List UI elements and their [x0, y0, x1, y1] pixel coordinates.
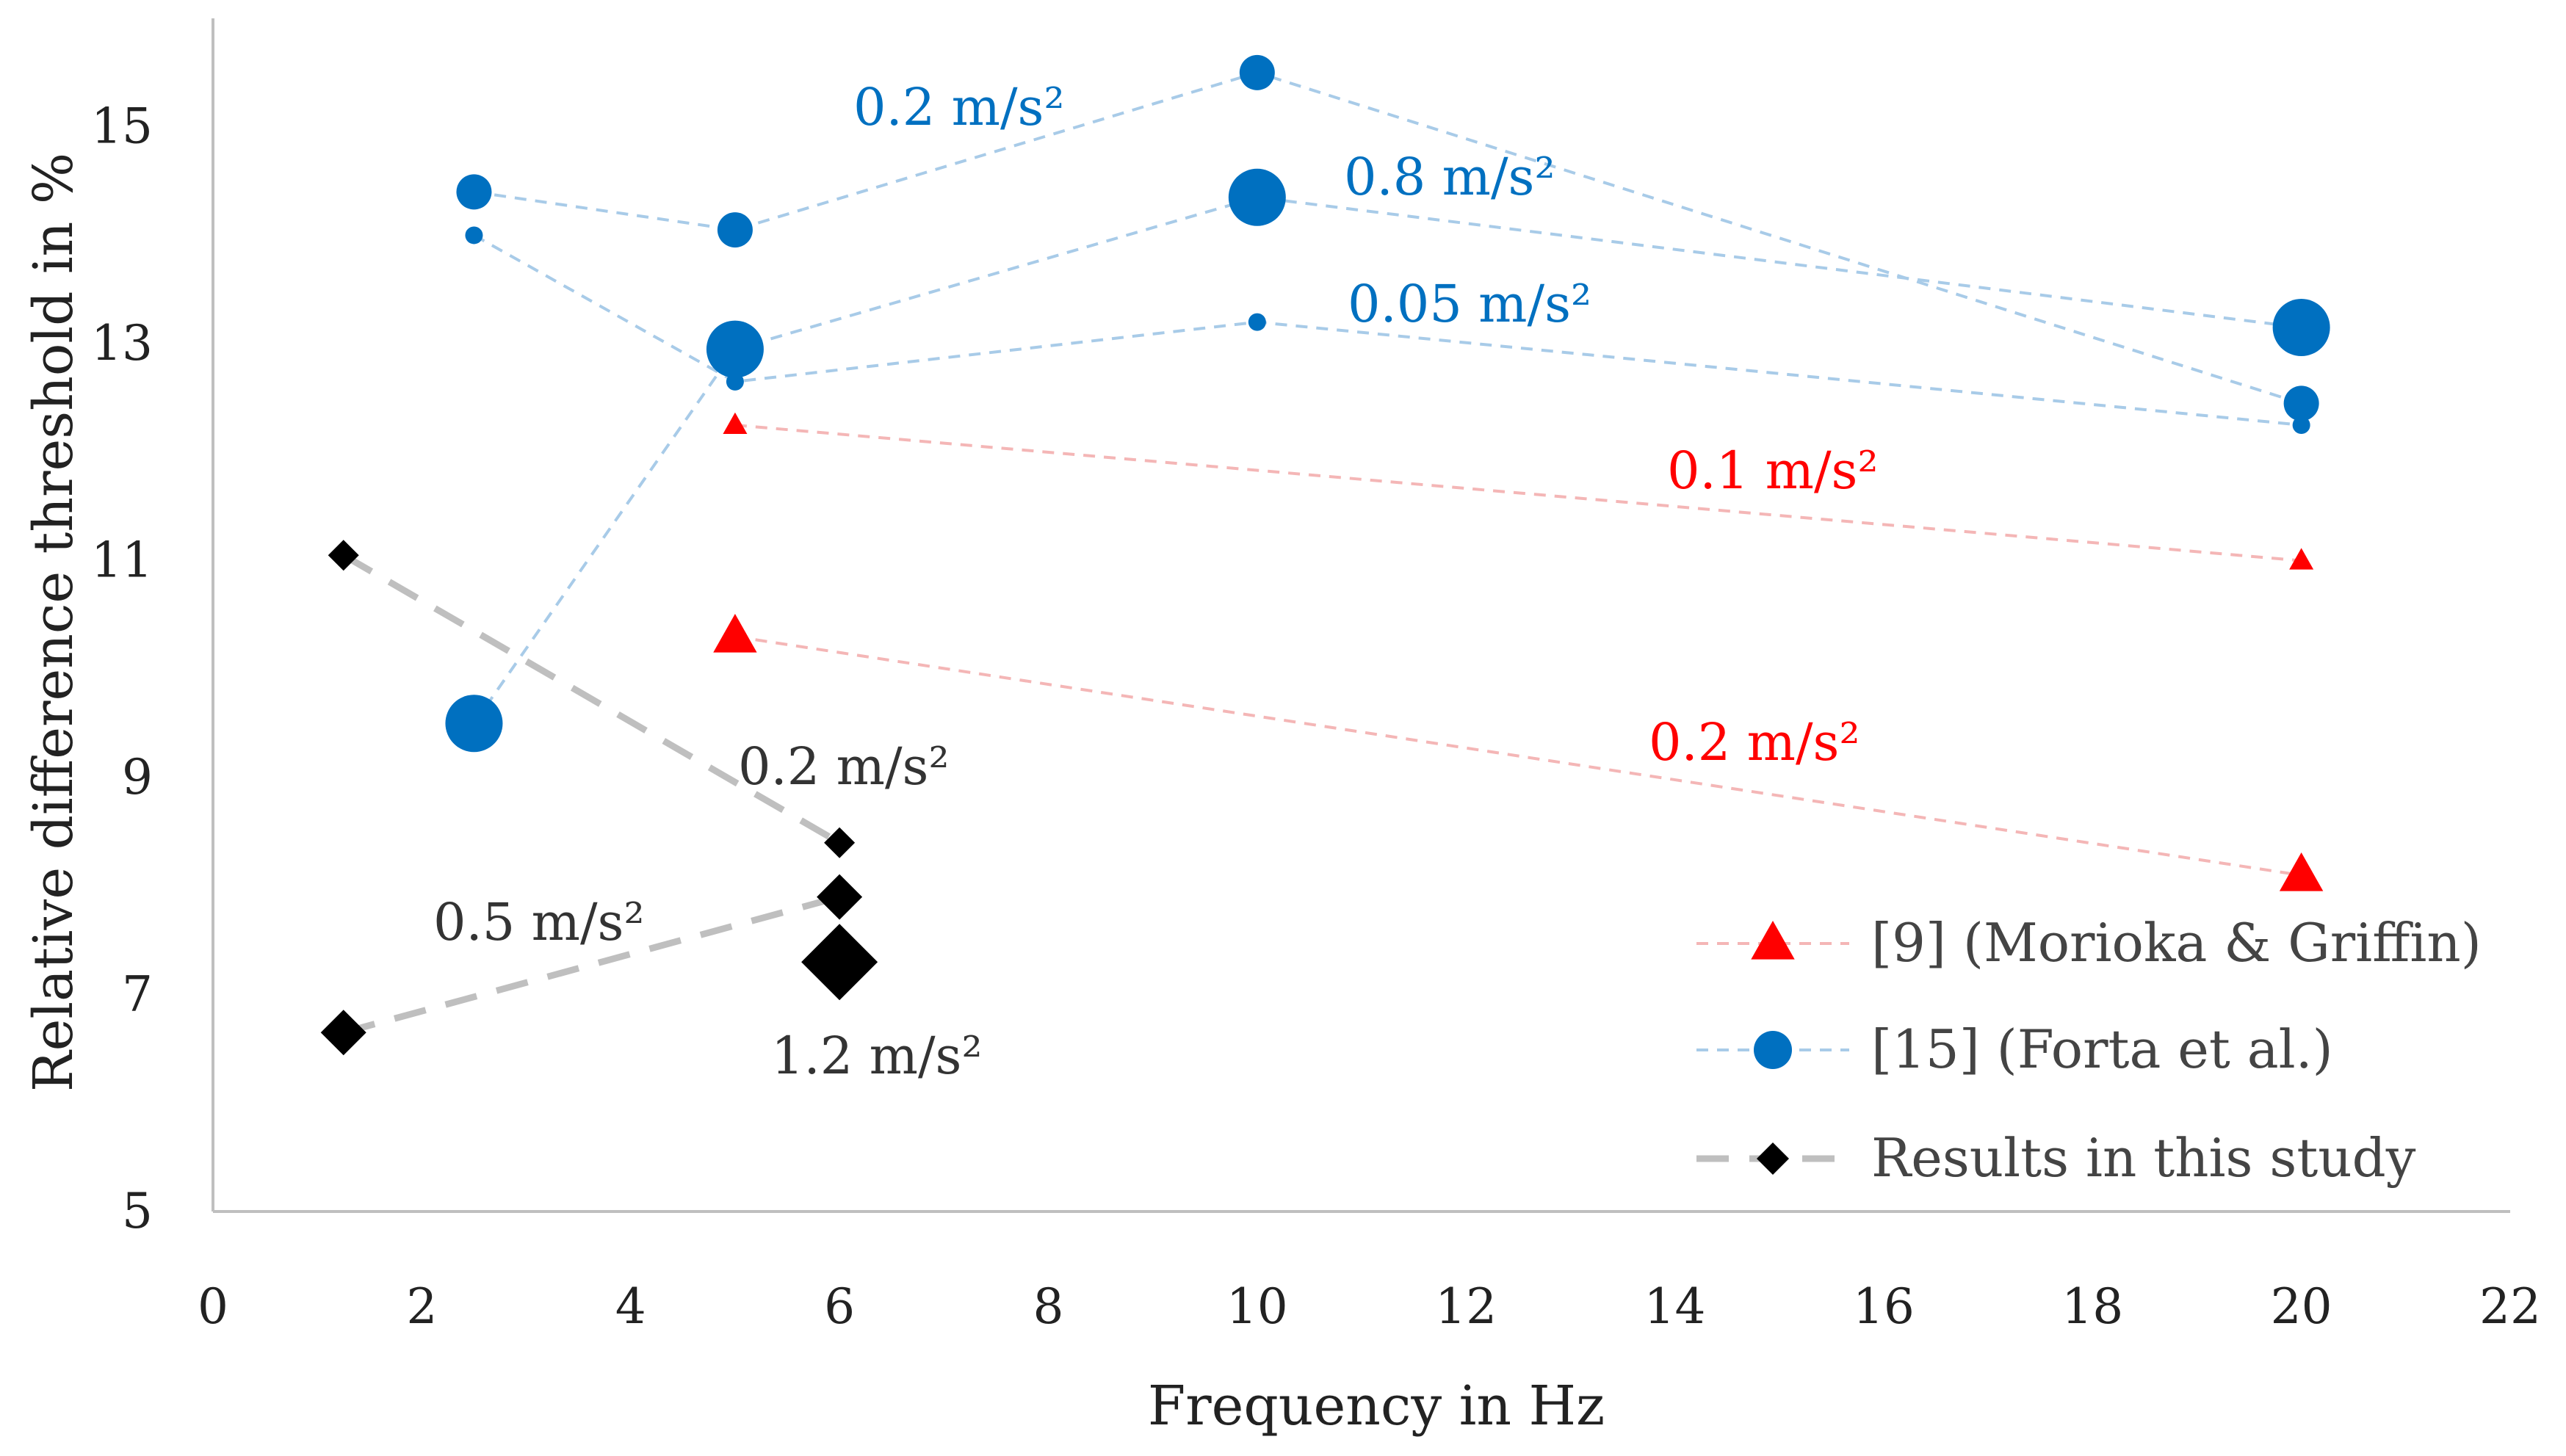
legend-item: Results in this study — [1696, 1127, 2416, 1189]
legend-label: [9] (Morioka & Griffin) — [1871, 912, 2482, 974]
series-label: 0.2 m/s² — [853, 77, 1065, 137]
forta-data-point — [465, 226, 483, 245]
morioka-data-point — [713, 613, 757, 653]
series-label: 0.2 m/s² — [1649, 712, 1860, 772]
x-tick-label: 10 — [1226, 1278, 1288, 1335]
forta-data-point — [1248, 313, 1266, 331]
x-tick-label: 6 — [824, 1278, 855, 1335]
forta-data-point — [706, 320, 764, 378]
legend-marker-icon — [1757, 1142, 1789, 1175]
legend-label: Results in this study — [1871, 1127, 2416, 1189]
legend: [9] (Morioka & Griffin) [15] (Forta et al… — [1696, 912, 2482, 1189]
x-axis-title: Frequency in Hz — [1148, 1374, 1605, 1438]
legend-marker-icon — [1754, 1031, 1792, 1069]
x-tick-label: 0 — [198, 1278, 228, 1335]
y-tick-label: 5 — [122, 1183, 153, 1239]
y-axis-title: Relative difference threshold in % — [22, 153, 85, 1092]
series-label: 1.2 m/s² — [771, 1026, 983, 1086]
forta-series-line — [474, 70, 2302, 405]
series-label: 0.5 m/s² — [433, 892, 645, 952]
series-label: 0.2 m/s² — [738, 736, 950, 797]
x-tick-label: 12 — [1435, 1278, 1497, 1335]
series-label: 0.8 m/s² — [1344, 147, 1555, 207]
forta-data-point — [456, 174, 492, 210]
study-data-point — [817, 874, 863, 920]
series-label: 0.05 m/s² — [1348, 274, 1591, 334]
x-tick-label: 2 — [406, 1278, 437, 1335]
y-tick-labels: 5 7 9 11 13 15 — [91, 98, 153, 1239]
forta-data-point — [2283, 385, 2319, 421]
x-tick-label: 4 — [615, 1278, 646, 1335]
study-series-line — [341, 552, 842, 846]
y-tick-label: 11 — [91, 532, 153, 589]
forta-data-point — [1239, 54, 1275, 90]
y-tick-label: 15 — [91, 98, 153, 155]
morioka-data-point — [723, 412, 748, 434]
study-data-point — [320, 1010, 366, 1056]
forta-data-point — [717, 212, 753, 248]
forta-data-point — [445, 695, 503, 753]
morioka-series-line — [734, 423, 2302, 562]
x-tick-label: 20 — [2271, 1278, 2332, 1335]
x-tick-label: 16 — [1853, 1278, 1915, 1335]
study-series-line — [342, 894, 841, 1036]
legend-marker-icon — [1751, 920, 1795, 960]
x-tick-labels: 0 2 4 6 8 10 12 14 16 18 20 22 — [198, 1278, 2541, 1335]
y-tick-label: 9 — [122, 749, 153, 805]
series-label: 0.1 m/s² — [1667, 441, 1879, 501]
forta-series-line — [472, 195, 2302, 725]
study-data-point — [328, 540, 359, 571]
study-data-point — [824, 827, 856, 858]
y-tick-label: 7 — [122, 966, 153, 1023]
series-labels: 0.1 m/s² 0.2 m/s² 0.05 m/s² 0.2 m/s² 0.8 m/s… — [433, 77, 1879, 1086]
forta-data-point — [1228, 168, 1286, 226]
x-tick-label: 22 — [2479, 1278, 2541, 1335]
forta-data-point — [2272, 299, 2330, 357]
plot-lines — [341, 70, 2302, 1036]
forta-series-line — [473, 233, 2302, 427]
study-data-point — [801, 924, 878, 1001]
axes — [212, 18, 2510, 1213]
x-tick-label: 14 — [1644, 1278, 1706, 1335]
x-tick-label: 8 — [1033, 1278, 1063, 1335]
morioka-series-line — [734, 635, 2302, 877]
legend-item: [15] (Forta et al.) — [1696, 1018, 2333, 1080]
legend-label: [15] (Forta et al.) — [1871, 1018, 2333, 1080]
morioka-data-point — [2289, 548, 2314, 570]
y-tick-label: 13 — [91, 315, 153, 372]
forta-data-point — [2292, 416, 2310, 434]
legend-item: [9] (Morioka & Griffin) — [1696, 912, 2482, 974]
morioka-data-point — [2279, 852, 2324, 891]
plot-markers — [320, 54, 2330, 1056]
x-tick-label: 18 — [2061, 1278, 2123, 1335]
